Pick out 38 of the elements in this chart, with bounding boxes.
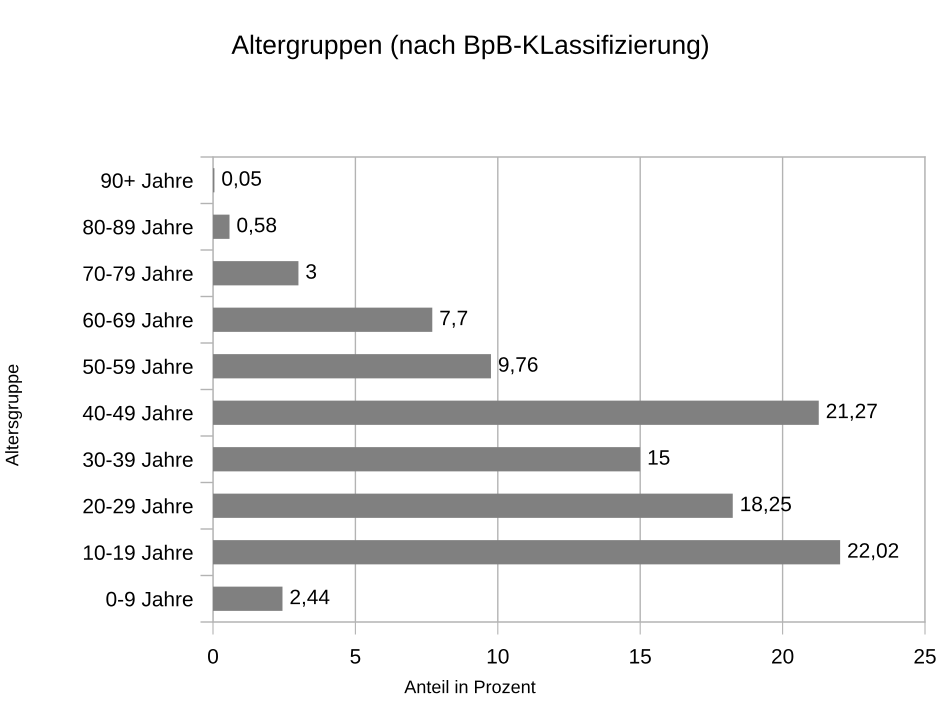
data-label: 0,05 [222, 171, 262, 188]
y-axis-title: Altersgruppe [5, 364, 22, 466]
x-tick-label: 0 [208, 648, 218, 664]
y-tick-label: 70-79 Jahre [83, 266, 193, 282]
bar [213, 400, 819, 425]
data-label: 7,7 [440, 310, 468, 328]
x-tick-label: 25 [914, 648, 936, 664]
data-label: 0,58 [237, 218, 276, 235]
y-tick-label: 60-69 Jahre [83, 312, 193, 328]
chart-title: Altergruppen (nach BpB-KLassifizierung) [231, 34, 708, 60]
x-tick-label: 5 [350, 649, 360, 664]
x-tick-label: 10 [488, 648, 509, 664]
data-label: 18,25 [741, 496, 791, 514]
x-tick-label: 20 [772, 648, 794, 664]
x-tick-label: 15 [630, 649, 651, 664]
y-tick-label: 0-9 Jahre [106, 591, 193, 607]
bar [213, 586, 282, 611]
bar [213, 261, 298, 286]
data-label: 15 [648, 450, 670, 465]
y-tick-label: 80-89 Jahre [83, 219, 193, 235]
data-label: 22,02 [848, 543, 898, 560]
data-label: 21,27 [826, 404, 877, 421]
y-tick-label: 50-59 Jahre [83, 358, 193, 374]
bar [213, 354, 491, 378]
data-label: 2,44 [290, 590, 330, 607]
y-tick-label: 10-19 Jahre [84, 544, 193, 560]
y-tick-label: 40-49 Jahre [82, 405, 193, 421]
bar [213, 447, 640, 472]
bar [213, 494, 733, 518]
bar [213, 540, 840, 564]
bar [213, 308, 432, 332]
x-axis-title: Anteil in Prozent [404, 680, 536, 694]
data-label: 9,76 [498, 357, 538, 374]
bar [213, 214, 230, 239]
y-tick-label: 30-39 Jahre [83, 452, 193, 468]
y-tick-label: 90+ Jahre [101, 172, 193, 188]
data-label: 3 [306, 264, 316, 279]
y-tick-label: 20-29 Jahre [83, 498, 193, 514]
